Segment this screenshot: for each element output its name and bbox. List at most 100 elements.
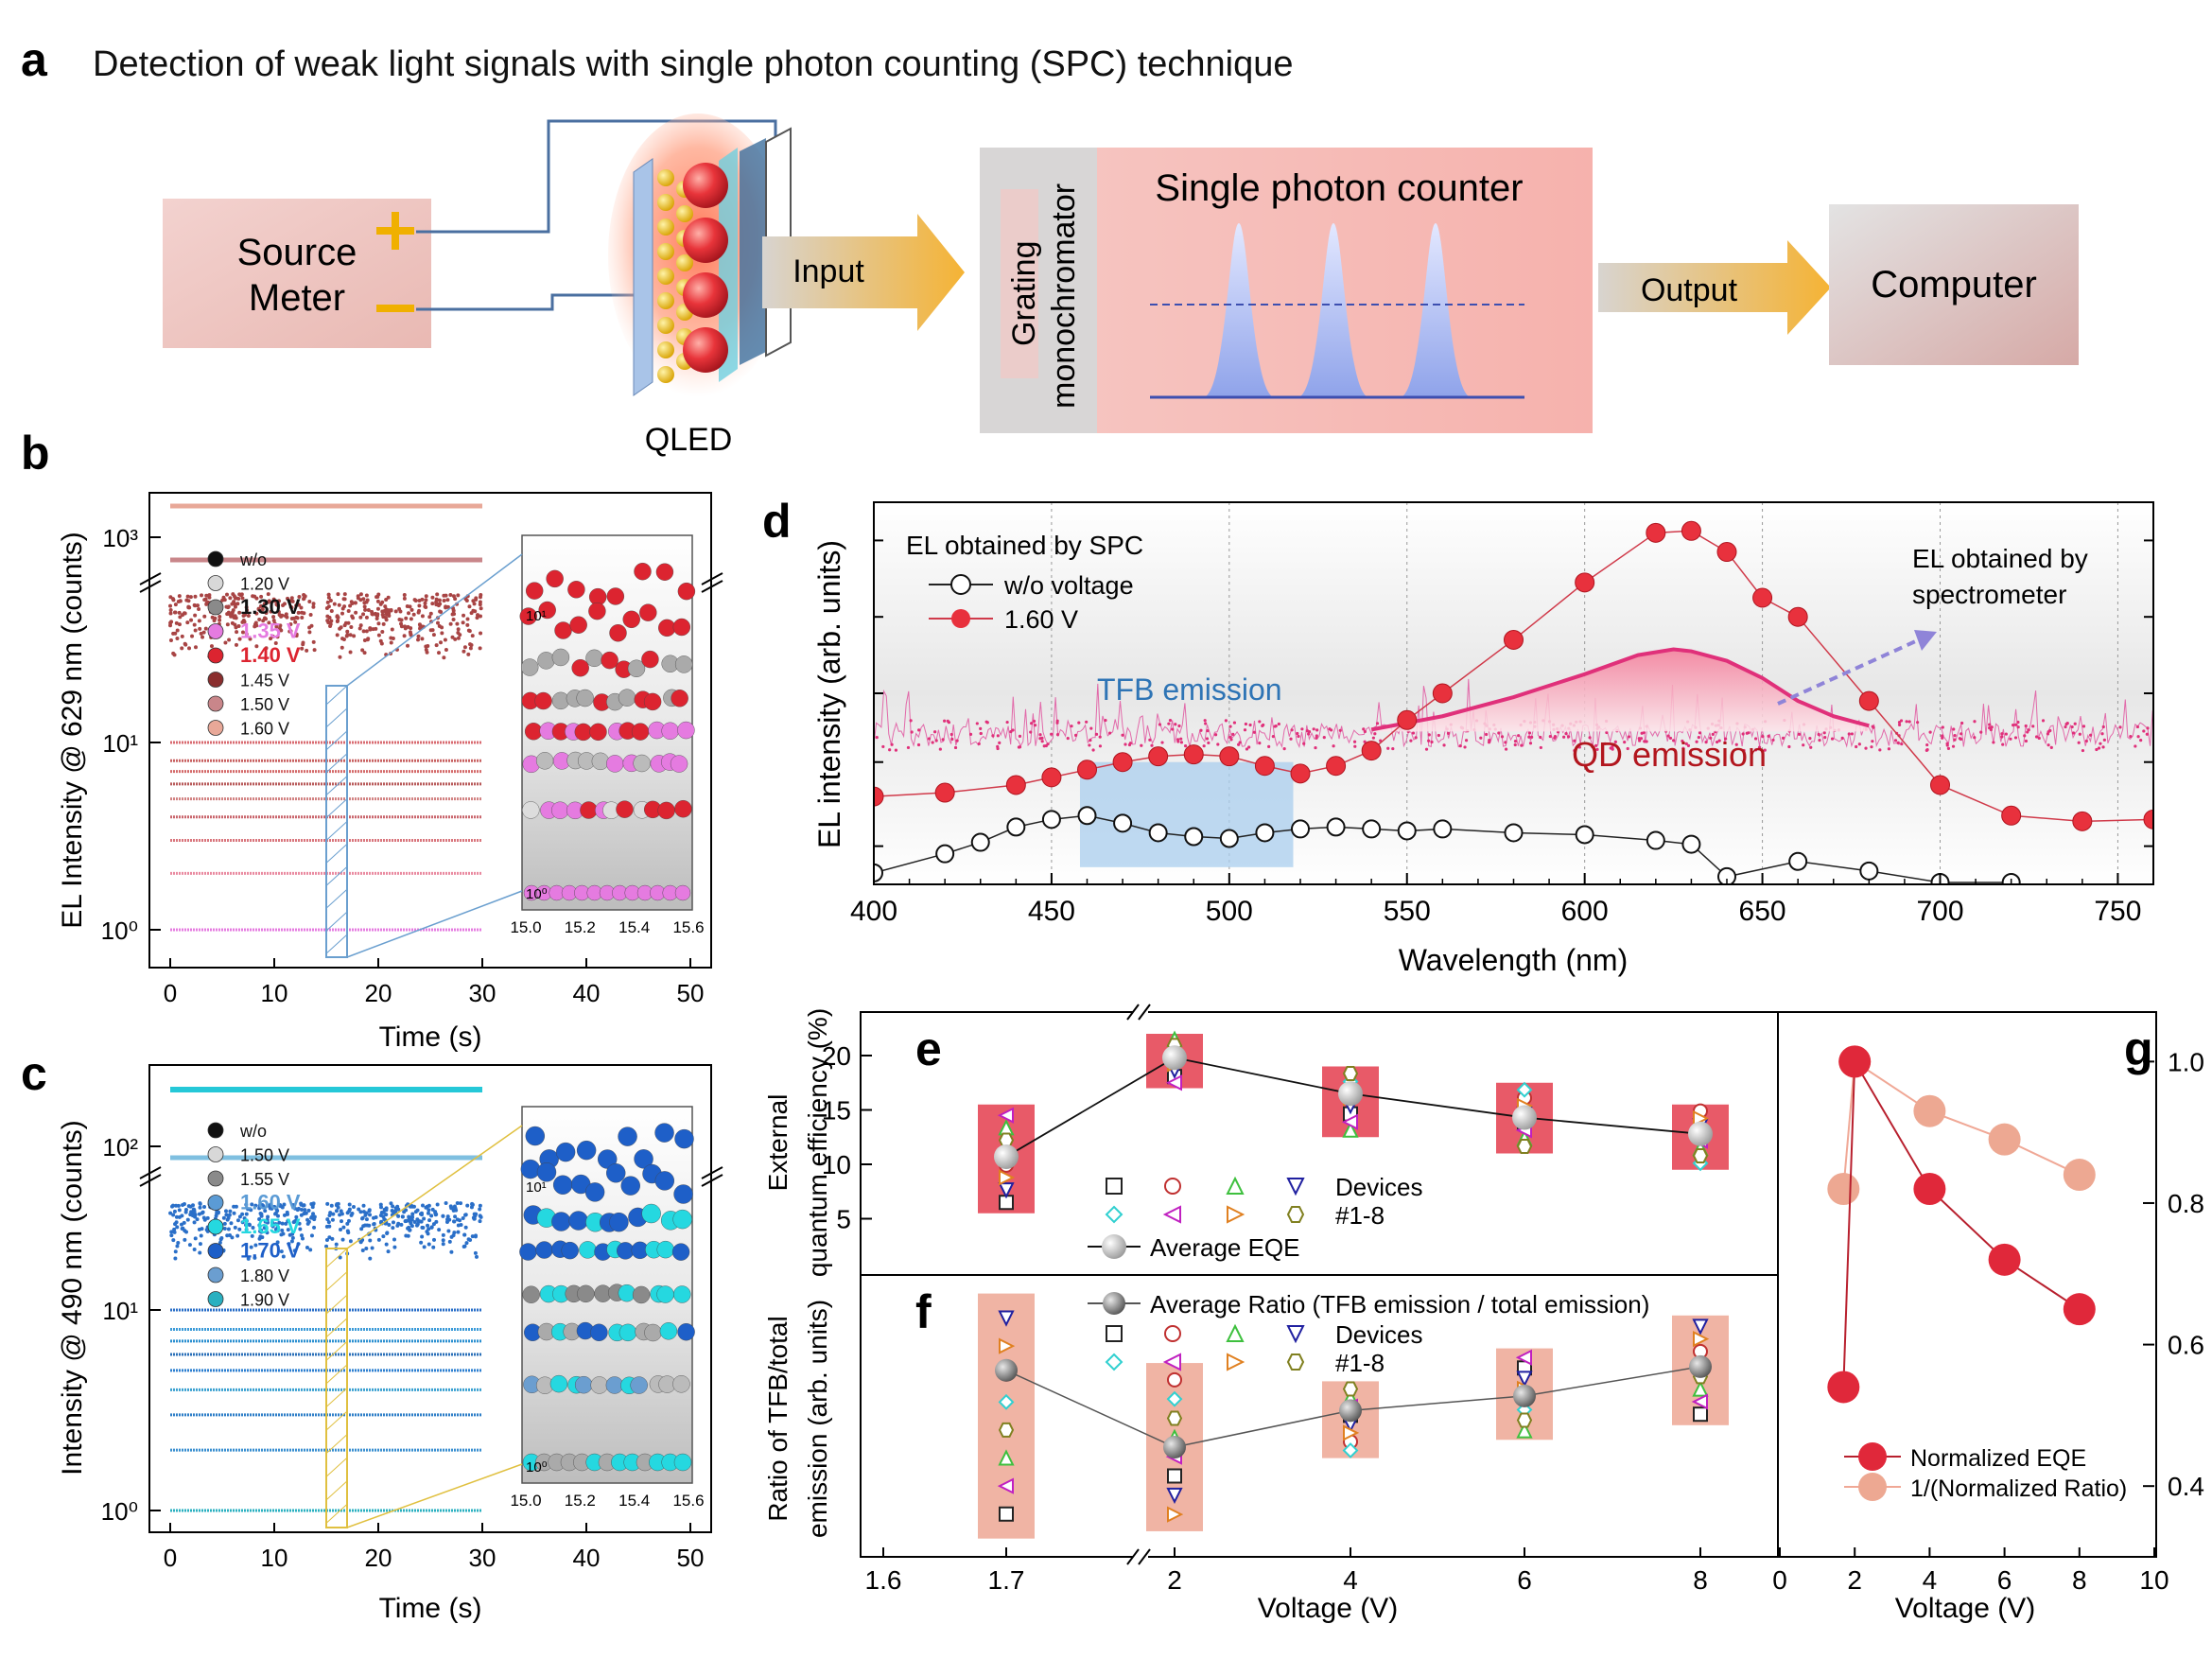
spectrometer-noise-point xyxy=(1066,736,1070,741)
noise-point xyxy=(172,1209,177,1214)
inset-point xyxy=(551,648,570,667)
spectrometer-noise-point xyxy=(1140,743,1143,747)
spectrometer-noise-point xyxy=(1896,741,1900,745)
noise-point xyxy=(253,1203,258,1208)
computer-box xyxy=(1829,204,2079,365)
spectrometer-noise-point xyxy=(2101,745,2105,749)
ratio-device-marker xyxy=(1166,1410,1183,1426)
panel-f-letter: f xyxy=(915,1285,932,1338)
noise-point xyxy=(244,1227,249,1231)
spectrometer-noise-point xyxy=(2081,748,2085,753)
spectrometer-noise-point xyxy=(1038,737,1042,741)
e-legend-marker xyxy=(1162,1205,1181,1224)
noise-point xyxy=(327,616,332,620)
noise-point xyxy=(180,1214,184,1218)
eqe-series-line xyxy=(1842,1057,2081,1388)
legend-marker-4 xyxy=(207,1218,224,1235)
f-legend-marker xyxy=(1105,1353,1123,1371)
noise-point xyxy=(344,634,349,638)
zoom-hatch xyxy=(325,934,348,954)
spectrometer-noise-point xyxy=(2065,722,2069,725)
spectrometer-noise-point xyxy=(1229,738,1233,742)
noise-point xyxy=(197,1212,201,1216)
series-160v-point-620 xyxy=(1646,522,1666,543)
noise-point xyxy=(364,629,369,634)
noise-point xyxy=(300,1233,305,1238)
f-legend-marker xyxy=(1162,1353,1181,1371)
noise-point xyxy=(205,1215,210,1220)
noise-point xyxy=(275,1240,280,1245)
noise-point xyxy=(251,1226,255,1231)
noise-point xyxy=(193,1236,198,1241)
spectrometer-noise-point xyxy=(1267,744,1271,748)
output-label: Output xyxy=(1641,272,1738,308)
noise-point xyxy=(431,1245,436,1249)
noise-point xyxy=(244,1212,249,1216)
spectrometer-noise-point xyxy=(1297,734,1300,739)
noise-point xyxy=(311,602,316,606)
noise-point xyxy=(475,616,479,620)
noise-point xyxy=(361,629,366,634)
e-y-tick-label-15: 15 xyxy=(822,1096,851,1126)
noise-point xyxy=(261,1203,266,1208)
spectrometer-noise-point xyxy=(2081,725,2086,728)
noise-point xyxy=(462,613,466,618)
spectrometer-noise-point xyxy=(1893,739,1898,742)
noise-point xyxy=(334,1203,339,1208)
spectrometer-noise-point xyxy=(1300,727,1304,731)
average-eqe-point-8 xyxy=(1688,1121,1713,1146)
noise-point xyxy=(419,1240,424,1245)
noise-point xyxy=(469,611,474,616)
spectrometer-noise-point xyxy=(1704,741,1708,744)
noise-point xyxy=(417,622,422,627)
noise-point xyxy=(237,1214,242,1219)
noise-point xyxy=(172,1227,177,1231)
spectrometer-noise-point xyxy=(1564,731,1568,736)
g-legend-eqe-label: Normalized EQE xyxy=(1910,1445,2086,1472)
noise-point xyxy=(311,604,316,609)
eqe-series-point-1.7 xyxy=(1827,1371,1860,1404)
noise-point xyxy=(171,1238,176,1243)
zoom-hatch xyxy=(325,888,348,909)
spectrometer-noise-point xyxy=(1238,741,1242,744)
series-160v-point-740 xyxy=(2072,811,2093,831)
spectrometer-noise-point xyxy=(1231,732,1235,736)
noise-point xyxy=(443,637,447,642)
noise-point xyxy=(257,1203,262,1208)
noise-point xyxy=(363,607,368,612)
noise-point xyxy=(389,640,393,645)
spectrometer-noise xyxy=(874,678,2153,749)
noise-point xyxy=(350,602,355,606)
spectrometer-noise-point xyxy=(1979,730,1983,734)
series-wo-point-440 xyxy=(1006,817,1026,837)
noise-point xyxy=(264,646,269,651)
noise-point xyxy=(172,1230,177,1234)
ratio-device-marker xyxy=(1342,1442,1359,1458)
noise-point xyxy=(338,655,342,659)
spectrometer-noise-point xyxy=(1315,734,1318,738)
inset-point xyxy=(535,752,554,770)
noise-point xyxy=(459,1222,463,1227)
average-eqe-point-6 xyxy=(1512,1105,1537,1130)
legend-marker-3 xyxy=(207,1195,224,1211)
noise-point xyxy=(342,604,347,609)
noise-point xyxy=(402,596,407,601)
inset-point xyxy=(522,1285,540,1303)
spectrometer-noise-point xyxy=(1290,728,1294,732)
spectrometer-noise-point xyxy=(1611,747,1614,751)
e-legend-marker xyxy=(1227,1205,1245,1224)
f-legend-avg: Average Ratio (TFB emission / total emis… xyxy=(1150,1290,1649,1318)
axis-break-right xyxy=(701,572,723,585)
inset-point xyxy=(655,563,674,581)
noise-point xyxy=(283,614,287,619)
x-tick-label-10: 10 xyxy=(261,979,288,1007)
spectrometer-noise-point xyxy=(1011,728,1015,732)
noise-point xyxy=(216,1211,220,1215)
noise-point xyxy=(244,605,249,610)
noise-point xyxy=(380,609,385,614)
panel-b: b 0 10 20 30 40 50 10⁰ 10¹ 10³ EL Intensity @ 62… xyxy=(21,427,723,1053)
f-x-tick-label-1.7: 1.7 xyxy=(988,1565,1025,1595)
inset-point xyxy=(674,1128,694,1149)
noise-point xyxy=(171,1213,176,1217)
noise-point xyxy=(331,1212,336,1216)
